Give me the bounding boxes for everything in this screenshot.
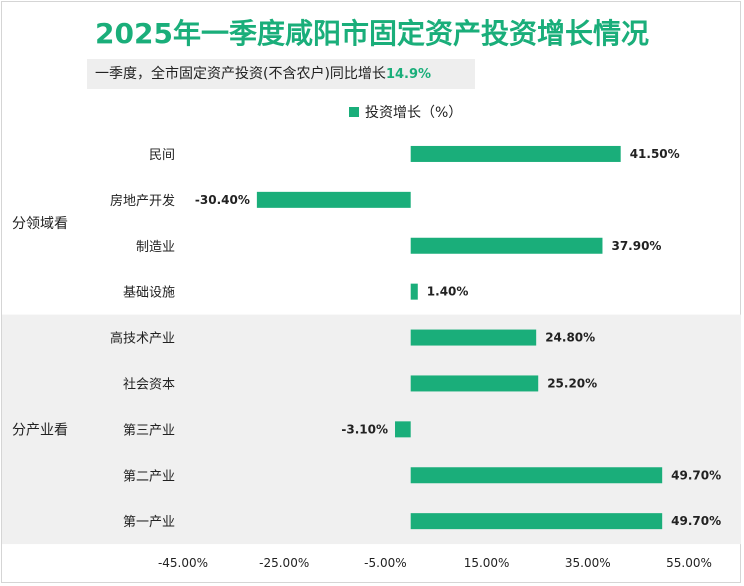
category-label: 民间 (149, 148, 175, 163)
x-tick-label: -45.00% (158, 556, 208, 570)
category-label: 第二产业 (123, 469, 175, 484)
category-label: 制造业 (136, 240, 175, 255)
chart-legend: 投资增长（%） (349, 103, 462, 123)
x-tick-label: -25.00% (259, 556, 309, 570)
category-label: 基础设施 (123, 286, 175, 301)
category-label: 房地产开发 (110, 193, 175, 209)
bar (410, 513, 663, 530)
legend-swatch (349, 107, 359, 117)
x-tick-label: -5.00% (364, 556, 406, 570)
bar (410, 237, 603, 254)
subtitle-box: 一季度，全市固定资产投资(不含农户)同比增长14.9% (87, 59, 475, 89)
x-tick-label: 55.00% (666, 556, 712, 570)
bar (395, 421, 411, 438)
x-tick-label: 15.00% (464, 556, 510, 570)
category-label: 社会资本 (123, 376, 175, 392)
data-label: 24.80% (545, 331, 595, 345)
subtitle-highlight: 14.9% (385, 67, 432, 82)
bar (410, 283, 418, 300)
chart-title: 2025年一季度咸阳市固定资产投资增长情况 (95, 17, 649, 50)
group-band (2, 314, 741, 545)
group-label: 分产业看 (12, 422, 68, 438)
data-label: 49.70% (671, 468, 721, 482)
data-label: -30.40% (195, 193, 250, 207)
data-label: 1.40% (427, 285, 469, 299)
bar (256, 191, 411, 208)
data-label: 49.70% (671, 514, 721, 528)
x-tick-label: 35.00% (565, 556, 611, 570)
data-label: -3.10% (341, 422, 388, 436)
bar (410, 145, 621, 162)
category-label: 第三产业 (123, 423, 175, 438)
data-label: 37.90% (611, 239, 661, 253)
category-label: 高技术产业 (110, 331, 175, 347)
group-label: 分领域看 (12, 216, 68, 232)
subtitle-text: 一季度，全市固定资产投资(不含农户)同比增长 (95, 66, 386, 82)
data-label: 25.20% (547, 376, 597, 390)
category-label: 第一产业 (123, 515, 175, 530)
bar (410, 467, 663, 484)
bar (410, 329, 537, 346)
bar (410, 375, 539, 392)
legend-label: 投资增长（%） (365, 105, 463, 121)
data-label: 41.50% (630, 147, 680, 161)
